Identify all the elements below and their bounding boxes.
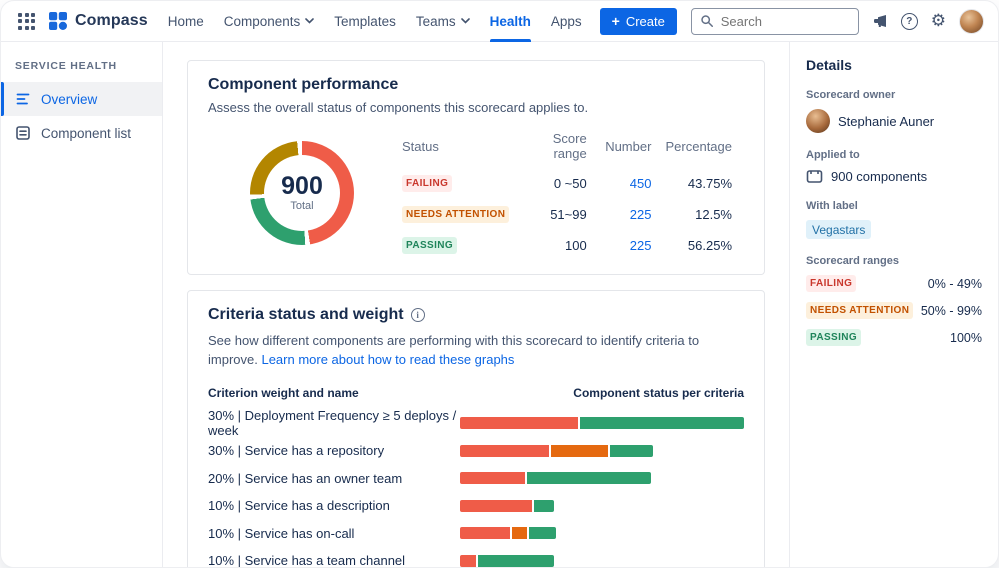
criteria-status-card: Criteria status and weight i See how dif… <box>187 290 765 567</box>
card-title: Component performance <box>208 76 399 93</box>
settings-gear-icon[interactable]: ⚙ <box>930 10 946 31</box>
create-button[interactable]: + Create <box>599 7 677 35</box>
range-row: PASSING 100% <box>806 329 982 346</box>
criteria-description: See how different components are perform… <box>208 333 700 367</box>
brand-name: Compass <box>75 12 148 29</box>
info-icon[interactable]: i <box>410 308 425 322</box>
top-navigation-bar: Compass Home Components Templates Teams … <box>1 1 998 42</box>
criteria-row: 20% | Service has an owner team <box>208 465 744 493</box>
chevron-down-icon <box>305 18 315 24</box>
passing-count-link[interactable]: 225 <box>629 237 652 253</box>
range-badge-needs-attention: NEEDS ATTENTION <box>806 302 914 319</box>
col-header-percentage: Percentage <box>665 138 733 154</box>
chevron-down-icon <box>460 18 470 24</box>
range-badge-failing: FAILING <box>806 275 857 292</box>
criteria-row: 30% | Service has a repository <box>208 437 744 465</box>
criteria-bar <box>460 472 744 485</box>
components-icon <box>806 170 823 183</box>
compass-logo[interactable]: Compass <box>48 11 148 31</box>
label-tag[interactable]: Vegastars <box>806 220 872 239</box>
component-performance-card: Component performance Assess the overall… <box>187 60 765 275</box>
criteria-bar <box>460 444 744 457</box>
search-input[interactable] <box>720 13 831 29</box>
overview-icon <box>16 93 30 105</box>
donut-total-value: 900 <box>281 172 323 201</box>
donut-hole <box>264 154 340 231</box>
col-header-number: Number <box>605 138 652 154</box>
criteria-bar <box>460 417 744 430</box>
help-icon[interactable]: ? <box>900 12 918 30</box>
nav-item-health[interactable]: Health <box>489 1 532 42</box>
table-row: FAILING <box>402 174 509 192</box>
applied-to-label: Applied to <box>806 149 860 161</box>
card-subtitle: Assess the overall status of components … <box>208 100 589 115</box>
criteria-row: 10% | Service has a description <box>208 492 744 520</box>
owner-avatar[interactable] <box>806 109 830 133</box>
nav-item-components[interactable]: Components <box>224 1 315 42</box>
announcements-icon[interactable] <box>872 13 888 29</box>
range-row: FAILING 0% - 49% <box>806 275 982 292</box>
table-row: NEEDS ATTENTION <box>402 205 510 223</box>
learn-more-link[interactable]: Learn more about how to read these graph… <box>261 351 515 367</box>
user-avatar[interactable] <box>959 8 984 34</box>
criteria-row: 10% | Service has a team channel <box>208 547 744 567</box>
sidebar-item-component-list[interactable]: Component list <box>1 116 162 150</box>
status-badge-passing: PASSING <box>402 237 458 254</box>
chart-right-header: Component status per criteria <box>573 385 744 400</box>
app-switcher-icon[interactable] <box>15 10 38 33</box>
owner-row: Stephanie Auner <box>806 109 982 133</box>
table-row: PASSING <box>402 236 509 254</box>
col-header-status: Status <box>402 138 439 154</box>
criteria-chart: Criterion weight and name Component stat… <box>208 386 744 567</box>
nav-item-home[interactable]: Home <box>167 13 204 29</box>
sidebar-section-label: SERVICE HEALTH <box>15 60 117 72</box>
component-list-icon <box>16 126 30 140</box>
owner-name: Stephanie Auner <box>838 113 935 129</box>
with-label-label: With label <box>806 200 858 212</box>
nav-item-teams[interactable]: Teams <box>416 1 470 42</box>
range-badge-passing: PASSING <box>806 329 862 346</box>
status-table: Status Score range Number Percentage FAI… <box>402 131 733 254</box>
criteria-row: 10% | Service has on-call <box>208 520 744 548</box>
donut-center: 900 Total <box>250 141 354 245</box>
criteria-bar <box>460 554 744 567</box>
search-box[interactable] <box>690 7 859 35</box>
sidebar-item-overview[interactable]: Overview <box>1 82 162 116</box>
details-panel: Details Scorecard owner Stephanie Auner … <box>789 42 998 567</box>
status-badge-failing: FAILING <box>402 175 453 192</box>
card-title: Criteria status and weight <box>208 306 404 323</box>
sidebar: SERVICE HEALTH Overview Component list <box>1 42 163 567</box>
plus-icon: + <box>611 13 620 29</box>
range-row: NEEDS ATTENTION 50% - 99% <box>806 302 982 319</box>
scorecard-ranges-label: Scorecard ranges <box>806 255 899 267</box>
donut-total-label: Total <box>290 199 314 212</box>
col-header-score-range: Score range <box>552 131 587 161</box>
criteria-bar <box>460 499 744 512</box>
needs-attention-count-link[interactable]: 225 <box>629 206 652 222</box>
primary-nav: Home Components Templates Teams Health A… <box>168 1 582 42</box>
failing-count-link[interactable]: 450 <box>629 175 652 191</box>
details-title: Details <box>806 57 852 73</box>
status-badge-needs-attention: NEEDS ATTENTION <box>402 206 510 223</box>
criteria-row: 30% | Deployment Frequency ≥ 5 deploys /… <box>208 408 744 438</box>
owner-label: Scorecard owner <box>806 89 896 101</box>
chart-left-header: Criterion weight and name <box>208 385 359 400</box>
nav-item-apps[interactable]: Apps <box>550 13 582 29</box>
nav-item-templates[interactable]: Templates <box>334 13 396 29</box>
main-content: Component performance Assess the overall… <box>163 42 789 567</box>
search-icon <box>701 15 713 27</box>
compass-logo-icon <box>49 12 67 30</box>
criteria-bar <box>460 527 744 540</box>
applied-to-row: 900 components <box>806 169 982 184</box>
status-donut-chart: 900 Total <box>250 140 354 245</box>
topbar-right-cluster: ? ⚙ <box>690 7 984 35</box>
applied-to-value: 900 components <box>831 169 928 184</box>
